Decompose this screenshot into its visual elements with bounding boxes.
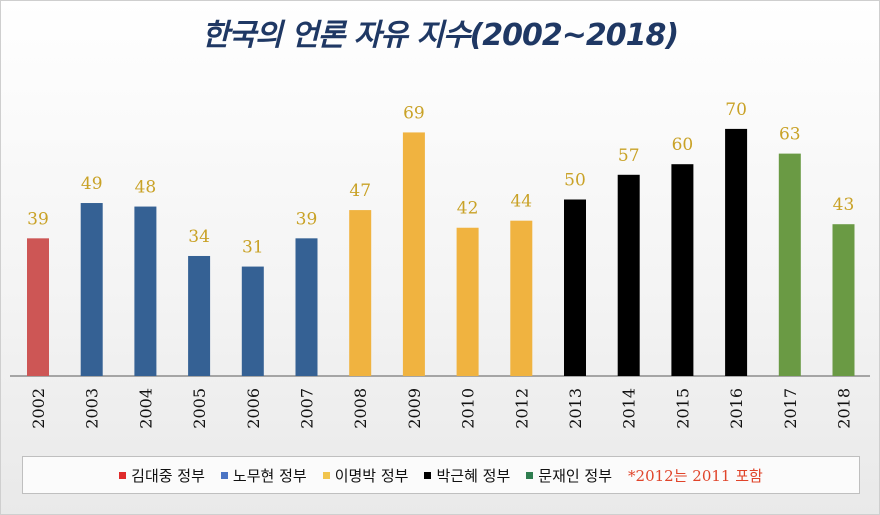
bar-2012 [510, 220, 533, 376]
chart-title: 한국의 언론 자유 지수(2002~2018) [201, 18, 679, 53]
value-label-2010: 42 [457, 199, 479, 219]
legend-swatch [119, 471, 127, 479]
legend-swatch [220, 471, 228, 479]
x-tick-2003: 2003 [83, 388, 102, 429]
bar-2004 [134, 206, 157, 376]
x-tick-2009: 2009 [405, 388, 424, 429]
value-label-2004: 48 [135, 178, 157, 198]
x-tick-2006: 2006 [244, 388, 263, 429]
x-tick-2016: 2016 [727, 388, 746, 429]
legend-label: 이명박 정부 [334, 466, 409, 485]
legend-item-moon: 문재인 정부 [526, 465, 612, 486]
value-label-2018: 43 [833, 195, 855, 215]
value-label-2016: 70 [725, 100, 747, 120]
bars-group [27, 128, 855, 376]
legend-label: 박근혜 정부 [436, 466, 511, 485]
value-label-2007: 39 [296, 209, 318, 229]
bar-2010 [456, 227, 479, 376]
legend-swatch [526, 471, 534, 479]
x-tick-2007: 2007 [298, 388, 317, 429]
legend-swatch [322, 471, 330, 479]
legend-note: *2012는 2011 포함 [628, 466, 763, 485]
value-label-2006: 31 [242, 238, 264, 258]
x-tick-2012: 2012 [512, 388, 531, 429]
value-label-2015: 60 [672, 135, 694, 155]
value-label-2005: 34 [188, 227, 210, 247]
x-tick-2014: 2014 [620, 388, 639, 429]
legend-label: 문재인 정부 [538, 466, 613, 485]
bar-2005 [188, 255, 211, 376]
value-label-2002: 39 [27, 209, 49, 229]
x-tick-2004: 2004 [136, 388, 155, 429]
value-label-2017: 63 [779, 125, 801, 145]
legend-item-kim: 김대중 정부 [119, 465, 205, 486]
x-tick-2008: 2008 [351, 388, 370, 429]
value-label-2012: 44 [510, 192, 532, 212]
value-label-2014: 57 [618, 146, 640, 166]
bar-2009 [402, 132, 425, 376]
value-label-2003: 49 [81, 174, 103, 194]
bar-2013 [564, 199, 586, 376]
legend-item-lee: 이명박 정부 [322, 465, 409, 486]
x-tick-2002: 2002 [29, 388, 48, 429]
x-tick-2005: 2005 [190, 388, 209, 429]
bar-2003 [80, 203, 103, 376]
bar-2017 [778, 153, 801, 376]
bar-2014 [617, 174, 640, 376]
legend-item-roh: 노무현 정부 [220, 465, 307, 486]
value-labels-group: 39 49 48 34 31 39 47 69 42 44 50 57 60 70 63 43 [27, 100, 854, 258]
x-tick-2013: 2013 [566, 388, 585, 429]
x-tick-2017: 2017 [781, 388, 800, 429]
x-tick-2010: 2010 [459, 388, 478, 429]
value-label-2008: 47 [349, 181, 371, 201]
legend-label: 노무현 정부 [232, 466, 307, 485]
legend-swatch [424, 471, 432, 479]
value-label-2013: 50 [564, 171, 586, 191]
bar-2018 [832, 224, 855, 376]
legend-item-park: 박근혜 정부 [424, 465, 510, 486]
bar-2002 [27, 238, 49, 376]
x-tick-2018: 2018 [835, 388, 854, 429]
value-label-2009: 69 [403, 103, 425, 123]
bar-2008 [349, 210, 372, 376]
bar-2007 [295, 238, 318, 376]
bar-2016 [725, 128, 748, 376]
legend-label: 김대중 정부 [131, 466, 205, 485]
x-tick-labels-group: 2002 2003 2004 2005 2006 2007 2008 2009 2010 2012… [29, 388, 854, 429]
bar-2015 [671, 164, 694, 376]
bar-2006 [241, 266, 264, 376]
legend: 김대중 정부 노무현 정부 이명박 정부 박근혜 정부 문재인 정부 *2012… [22, 456, 860, 494]
x-tick-2015: 2015 [673, 388, 692, 429]
